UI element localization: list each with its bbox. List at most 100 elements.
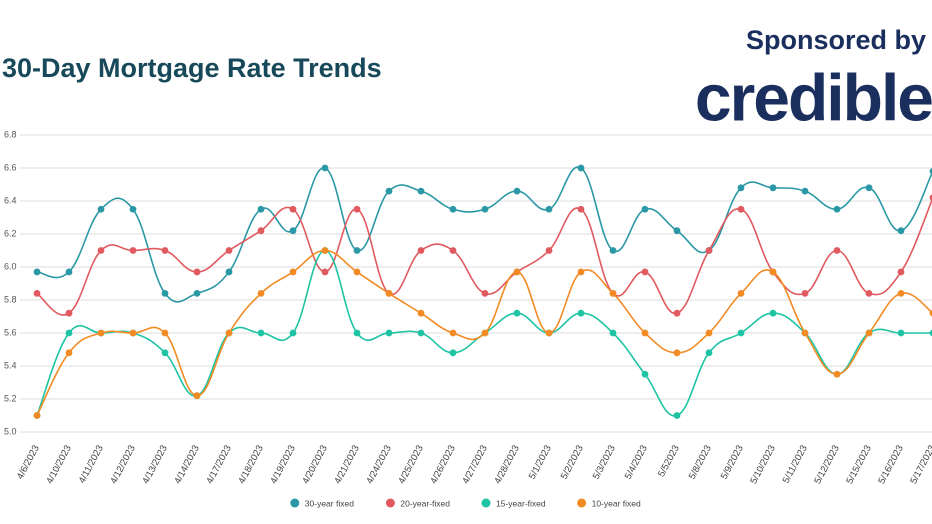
x-tick-label: 5/2/2023 [559,443,586,481]
data-point [481,290,489,297]
data-point [513,268,521,276]
data-point [385,187,393,195]
data-point [897,290,905,297]
data-point [929,168,932,175]
data-point [417,247,425,254]
data-point [897,227,905,235]
data-point [705,349,713,357]
legend-marker [577,498,587,508]
series-line [36,198,932,316]
y-tick-label: 5.0 [4,426,17,436]
data-point [161,329,169,337]
data-point [161,247,169,254]
data-point [737,184,745,192]
data-point [865,290,873,297]
data-point [33,290,41,297]
data-point [577,164,585,172]
legend-label: 30-year fixed [305,498,354,508]
data-point [225,268,233,276]
data-point [929,329,932,337]
data-point [417,309,425,317]
data-point [801,290,809,297]
data-point [545,205,553,213]
data-point [545,329,553,337]
data-point [161,349,169,357]
x-tick-label: 5/17/2023 [908,443,932,485]
data-point [129,205,137,213]
data-point [897,329,905,337]
data-point [929,309,932,317]
data-point [929,194,932,201]
data-point [97,247,105,254]
x-tick-label: 4/28/2023 [492,443,522,485]
x-tick-label: 4/20/2023 [300,443,330,485]
data-point [65,349,73,357]
data-point [641,268,649,276]
y-tick-label: 6.2 [4,228,17,238]
data-point [257,227,265,235]
data-point [193,392,201,400]
data-point [385,290,393,297]
data-point [353,205,361,213]
x-tick-label: 4/12/2023 [108,443,138,485]
x-tick-label: 4/25/2023 [396,443,426,485]
data-point [769,268,777,276]
data-point [65,329,73,337]
data-point [641,370,649,378]
y-tick-label: 5.8 [4,294,17,304]
data-point [641,205,649,213]
y-tick-label: 6.0 [4,261,17,271]
y-tick-label: 6.6 [4,162,17,172]
data-point [673,309,681,317]
data-point [897,268,905,276]
data-point [769,184,777,192]
data-point [449,329,457,337]
data-point [801,187,809,195]
x-tick-label: 4/17/2023 [204,443,234,485]
data-point [673,227,681,235]
brand-logo: credible [695,60,932,134]
legend-label: 20-year-fixed [400,498,450,508]
y-tick-label: 6.8 [4,129,17,139]
data-point [609,290,617,297]
data-point [513,187,521,195]
y-tick-label: 5.6 [4,327,17,337]
x-tick-label: 5/11/2023 [781,443,810,485]
data-point [641,329,649,337]
x-tick-label: 4/27/2023 [460,443,490,485]
x-tick-label: 4/10/2023 [44,443,74,485]
data-point [225,329,233,337]
data-point [257,205,265,213]
data-point [449,349,457,357]
data-point [257,290,265,297]
y-tick-label: 5.2 [4,393,17,403]
data-point [737,205,745,213]
legend-marker [481,498,491,508]
x-tick-label: 5/9/2023 [719,443,746,481]
series-line [36,166,932,303]
data-point [481,329,489,337]
x-tick-label: 5/8/2023 [687,443,714,481]
data-point [225,247,233,254]
data-point [577,205,585,213]
data-point [33,268,41,276]
data-point [65,268,73,276]
data-point [353,268,361,276]
data-point [833,205,841,213]
x-tick-label: 5/1/2023 [527,443,554,481]
x-tick-label: 4/21/2023 [332,443,362,485]
x-tick-label: 4/26/2023 [428,443,458,485]
data-point [801,329,809,337]
x-tick-label: 4/14/2023 [172,443,202,485]
legend-label: 10-year fixed [592,498,641,508]
data-point [289,227,297,235]
data-point [321,164,329,172]
data-point [161,290,169,297]
sponsor-label: Sponsored by [746,25,926,55]
data-point [513,309,521,317]
data-point [577,268,585,276]
data-point [449,205,457,213]
data-point [737,290,745,297]
data-point [545,247,553,254]
